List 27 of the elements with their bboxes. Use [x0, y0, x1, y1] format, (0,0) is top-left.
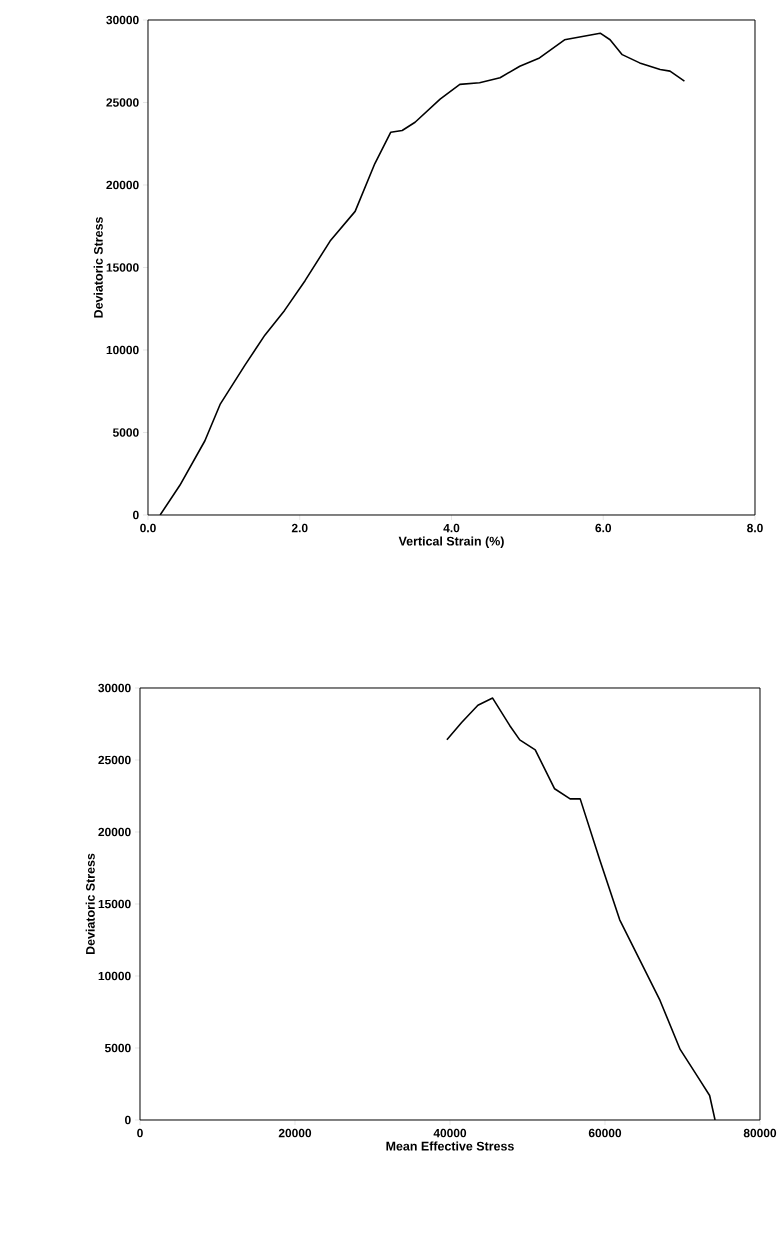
x-tick-label: 0.0 — [140, 523, 156, 533]
y-tick-label: 0 — [133, 510, 139, 520]
y-axis-title: Deviatoric Stress — [85, 853, 95, 955]
y-tick-label: 30000 — [98, 683, 131, 693]
x-axis-title: Mean Effective Stress — [386, 1141, 514, 1151]
x-tick-label: 40000 — [433, 1128, 467, 1138]
y-axis-title: Deviatoric Stress — [93, 217, 103, 318]
y-tick-label: 5000 — [112, 428, 139, 437]
y-tick-label: 5000 — [104, 1043, 131, 1053]
y-tick-label: 25000 — [106, 98, 139, 107]
y-tick-label: 15000 — [98, 899, 131, 909]
x-tick-label: 20000 — [278, 1128, 312, 1138]
y-tick-label: 10000 — [106, 345, 139, 355]
y-tick-label: 15000 — [106, 263, 139, 272]
y-tick-label: 20000 — [106, 180, 139, 190]
y-tick-label: 25000 — [98, 755, 131, 765]
x-tick-label: 80000 — [743, 1128, 777, 1138]
x-axis-title: Vertical Strain (%) — [398, 536, 504, 549]
y-tick-label: 30000 — [106, 15, 139, 25]
y-tick-label: 20000 — [98, 827, 131, 837]
x-tick-label: 60000 — [588, 1128, 622, 1138]
y-tick-label: 10000 — [98, 971, 131, 981]
y-tick-label: 0 — [125, 1115, 131, 1125]
x-tick-label: 4.0 — [443, 523, 460, 533]
x-tick-label: 8.0 — [747, 523, 763, 533]
x-tick-label: 6.0 — [595, 523, 612, 533]
x-tick-label: 2.0 — [291, 523, 308, 533]
